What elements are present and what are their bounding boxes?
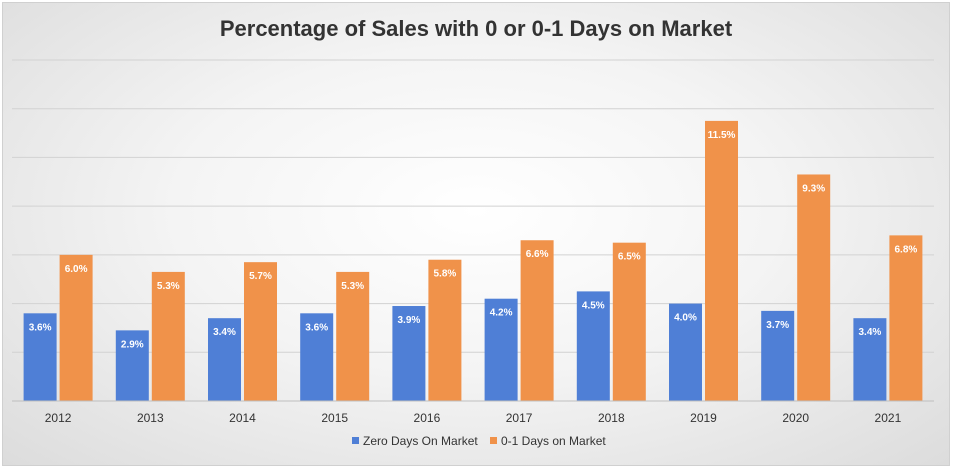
bar-zero-days-2018: [576, 291, 610, 401]
x-tick-label-2021: 2021: [875, 411, 902, 425]
x-tick-label-2014: 2014: [229, 411, 256, 425]
data-label-zero-days-2016: 3.9%: [398, 315, 421, 326]
x-tick-label-2018: 2018: [598, 411, 625, 425]
data-label-zero-one-days-2015: 5.3%: [341, 281, 364, 292]
legend: Zero Days On Market 0-1 Days on Market: [352, 434, 606, 448]
bar-zero-days-2016: [392, 306, 426, 401]
bar-zero-one-days-2020: [797, 174, 831, 401]
data-label-zero-days-2020: 3.7%: [766, 320, 789, 331]
data-label-zero-days-2021: 3.4%: [859, 327, 882, 338]
bar-zero-one-days-2015: [336, 271, 370, 401]
x-tick-label-2013: 2013: [137, 411, 164, 425]
x-axis-ticks: 2012 2013 2014 2015 2016 2017 2018 2019 2020 2021: [45, 411, 902, 425]
data-label-zero-days-2015: 3.6%: [305, 322, 328, 333]
data-label-zero-one-days-2012: 6.0%: [65, 264, 88, 275]
legend-swatch-zero-days: [352, 437, 359, 444]
x-tick-label-2015: 2015: [321, 411, 348, 425]
bar-zero-days-2015: [300, 313, 334, 401]
bar-zero-one-days-2013: [151, 271, 185, 401]
bar-zero-one-days-2018: [612, 242, 646, 401]
bar-zero-days-2012: [23, 313, 57, 401]
legend-label-zero-one-days: 0-1 Days on Market: [501, 434, 606, 448]
data-label-zero-one-days-2020: 9.3%: [802, 183, 825, 194]
data-label-zero-days-2018: 4.5%: [582, 300, 605, 311]
bar-zero-one-days-2021: [889, 235, 923, 401]
data-label-zero-one-days-2017: 6.6%: [526, 249, 549, 260]
bars: [23, 120, 923, 402]
data-label-zero-one-days-2018: 6.5%: [618, 252, 641, 263]
data-label-zero-days-2013: 2.9%: [121, 339, 144, 350]
x-tick-label-2012: 2012: [45, 411, 72, 425]
chart-title: Percentage of Sales with 0 or 0-1 Days o…: [220, 16, 733, 41]
bar-zero-days-2017: [484, 298, 518, 401]
bar-zero-days-2019: [669, 303, 702, 401]
data-label-zero-days-2014: 3.4%: [213, 327, 236, 338]
data-label-zero-one-days-2014: 5.7%: [249, 271, 272, 282]
x-tick-label-2019: 2019: [690, 411, 717, 425]
x-tick-label-2017: 2017: [506, 411, 533, 425]
data-labels: 3.6% 6.0% 2.9% 5.3% 3.4% 5.7% 3.6% 5.3% 3.9% 5.8%…: [29, 130, 918, 350]
data-label-zero-days-2019: 4.0%: [674, 313, 697, 324]
bar-zero-days-2014: [208, 318, 241, 401]
x-tick-label-2016: 2016: [414, 411, 441, 425]
bar-zero-one-days-2014: [244, 262, 277, 401]
bar-zero-one-days-2012: [59, 254, 93, 401]
bar-zero-days-2020: [761, 310, 795, 401]
bar-zero-one-days-2016: [428, 259, 462, 401]
bar-zero-days-2013: [115, 330, 149, 401]
data-label-zero-one-days-2016: 5.8%: [434, 269, 457, 280]
bar-zero-one-days-2019: [705, 120, 738, 402]
gridlines: [12, 59, 934, 353]
x-tick-label-2020: 2020: [782, 411, 809, 425]
data-label-zero-one-days-2019: 11.5%: [708, 130, 736, 141]
data-label-zero-days-2017: 4.2%: [490, 308, 513, 319]
legend-swatch-zero-one-days: [490, 437, 497, 444]
data-label-zero-one-days-2013: 5.3%: [157, 281, 180, 292]
data-label-zero-days-2012: 3.6%: [29, 322, 52, 333]
legend-label-zero-days: Zero Days On Market: [363, 434, 478, 448]
bar-zero-one-days-2017: [520, 240, 554, 401]
data-label-zero-one-days-2021: 6.8%: [895, 244, 918, 255]
bar-zero-days-2021: [853, 318, 887, 401]
